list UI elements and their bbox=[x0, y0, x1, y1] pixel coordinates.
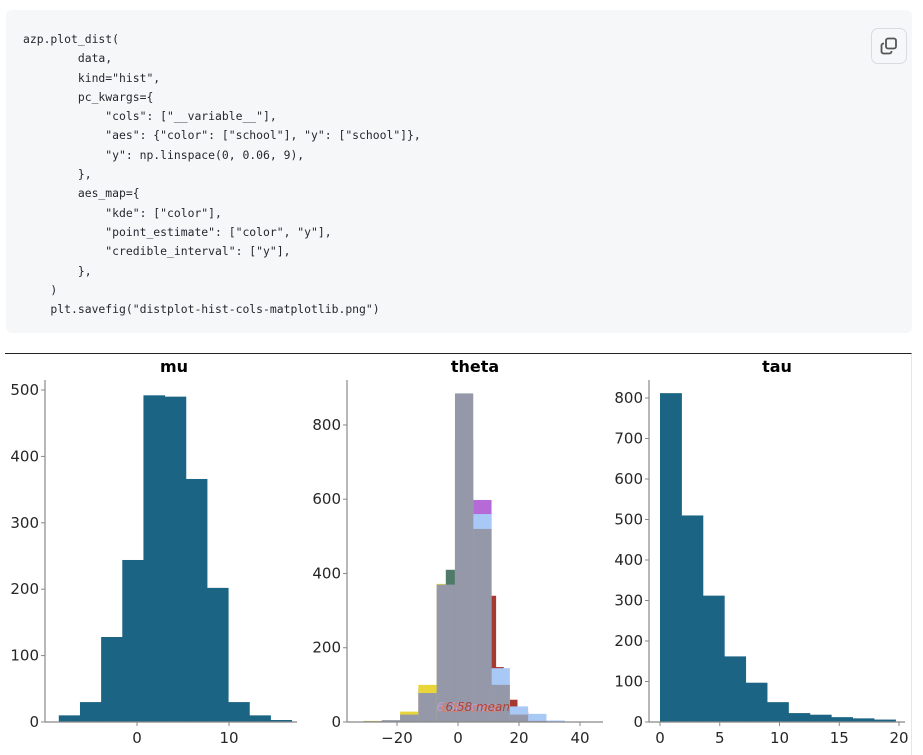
copy-icon bbox=[880, 37, 897, 55]
y-tick-label: 700 bbox=[614, 430, 643, 448]
panel-title: mu bbox=[160, 357, 188, 376]
x-tick-label: 0 bbox=[453, 729, 463, 747]
y-tick-label: 400 bbox=[312, 564, 341, 582]
y-tick-label: 400 bbox=[10, 447, 39, 465]
bar-overlay bbox=[436, 584, 455, 722]
bar bbox=[228, 702, 250, 722]
y-tick-label: 800 bbox=[312, 416, 341, 434]
bar bbox=[122, 559, 144, 722]
x-tick-label: −20 bbox=[381, 729, 413, 747]
bar bbox=[660, 393, 682, 722]
bar-overlay bbox=[473, 528, 492, 722]
copy-button[interactable] bbox=[871, 28, 907, 64]
bar-overlay bbox=[491, 684, 510, 722]
code-text: azp.plot_dist( data, kind="hist", pc_kwa… bbox=[23, 32, 421, 317]
panel-title: tau bbox=[762, 357, 792, 376]
x-tick-label: 20 bbox=[889, 729, 908, 747]
histogram-bars bbox=[660, 393, 896, 722]
histogram-bars bbox=[363, 393, 565, 722]
y-tick-label: 0 bbox=[633, 713, 643, 731]
bar bbox=[143, 395, 166, 722]
mean-annotation: 6.58 mean bbox=[436, 700, 501, 714]
histogram-bars bbox=[58, 395, 293, 722]
y-tick-label: 200 bbox=[614, 632, 643, 650]
bar-school-red bbox=[491, 595, 497, 722]
x-tick-label: 0 bbox=[655, 729, 665, 747]
x-tick-label: 10 bbox=[219, 729, 238, 747]
x-tick-label: 0 bbox=[132, 729, 142, 747]
y-tick-label: 400 bbox=[614, 551, 643, 569]
bar bbox=[724, 656, 747, 722]
bar bbox=[788, 713, 811, 722]
bar bbox=[249, 715, 271, 722]
bar-overlay bbox=[509, 714, 529, 722]
bar-school-lightblue bbox=[528, 713, 547, 722]
x-tick-label: 40 bbox=[570, 729, 589, 747]
y-tick-label: 300 bbox=[614, 592, 643, 610]
mean-annotation: 6.58 mean bbox=[445, 700, 510, 714]
chart-panel-tau: tau 0 100 200 300 400 500 600 700 800 0 5 10 15 20 bbox=[614, 357, 908, 747]
bar-school-lightblue bbox=[546, 720, 565, 722]
y-tick-label: 100 bbox=[614, 673, 643, 691]
bar-overlay bbox=[418, 693, 437, 722]
bar bbox=[79, 702, 102, 722]
y-tick-label: 100 bbox=[10, 647, 39, 665]
y-tick-label: 200 bbox=[10, 580, 39, 598]
bar bbox=[852, 718, 875, 722]
x-tick-label: 5 bbox=[715, 729, 725, 747]
panel-title: theta bbox=[451, 357, 499, 376]
x-tick-label: 20 bbox=[509, 729, 528, 747]
bar-overlay bbox=[381, 720, 401, 722]
chart-panel-mu: mu 0 100 200 300 400 500 0 10 bbox=[10, 357, 297, 747]
bar bbox=[873, 719, 896, 722]
bar bbox=[745, 682, 768, 722]
y-tick-label: 800 bbox=[614, 389, 643, 407]
bar bbox=[809, 714, 832, 722]
bar bbox=[831, 717, 854, 722]
x-tick-label: 15 bbox=[830, 729, 849, 747]
y-tick-label: 200 bbox=[312, 639, 341, 657]
y-tick-label: 500 bbox=[10, 381, 39, 399]
bar bbox=[766, 702, 789, 722]
bar-overlay bbox=[454, 393, 474, 722]
y-tick-label: 300 bbox=[10, 514, 39, 532]
bar bbox=[101, 637, 123, 722]
bar-overlay bbox=[400, 714, 419, 722]
bar bbox=[58, 715, 81, 722]
y-tick-label: 0 bbox=[29, 713, 39, 731]
bar bbox=[185, 478, 208, 722]
y-tick-label: 500 bbox=[614, 511, 643, 529]
mean-annotation: 6.58 mean bbox=[441, 701, 506, 715]
y-tick-label: 600 bbox=[312, 490, 341, 508]
code-block: azp.plot_dist( data, kind="hist", pc_kwa… bbox=[6, 10, 912, 333]
y-tick-label: 0 bbox=[331, 713, 341, 731]
y-tick-label: 600 bbox=[614, 470, 643, 488]
x-tick-label: 10 bbox=[770, 729, 789, 747]
bar bbox=[270, 720, 293, 722]
bar bbox=[164, 396, 187, 722]
bar bbox=[702, 595, 725, 722]
bar bbox=[206, 587, 229, 722]
bar bbox=[681, 515, 704, 722]
